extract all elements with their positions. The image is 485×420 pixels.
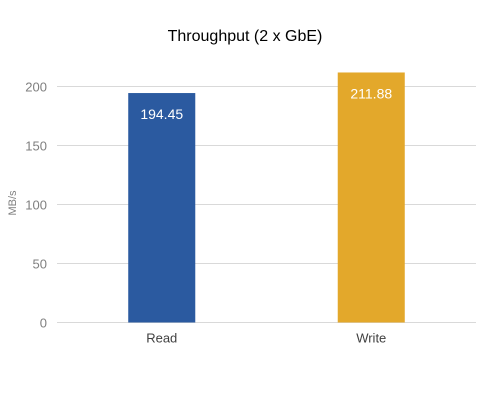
x-category-label: Read (146, 331, 177, 346)
y-tick-label: 50 (33, 257, 47, 272)
y-tick-label: 100 (25, 198, 47, 213)
bar-write (337, 72, 405, 323)
y-axis-ticks: 0 50 100 150 200 (25, 80, 47, 331)
x-axis-categories: Read Write (146, 331, 386, 346)
y-axis-label: MB/s (7, 190, 19, 216)
y-tick-label: 200 (25, 80, 47, 95)
gridlines (57, 86, 476, 323)
bar-read (128, 93, 196, 323)
y-tick-label: 0 (40, 316, 47, 331)
data-label: 211.88 (350, 85, 392, 101)
y-tick-label: 150 (25, 139, 47, 154)
x-category-label: Write (356, 331, 386, 346)
chart-title: Throughput (2 x GbE) (168, 28, 323, 45)
data-labels: 194.45 211.88 (140, 85, 392, 122)
data-label: 194.45 (140, 106, 183, 122)
bars (128, 72, 405, 323)
